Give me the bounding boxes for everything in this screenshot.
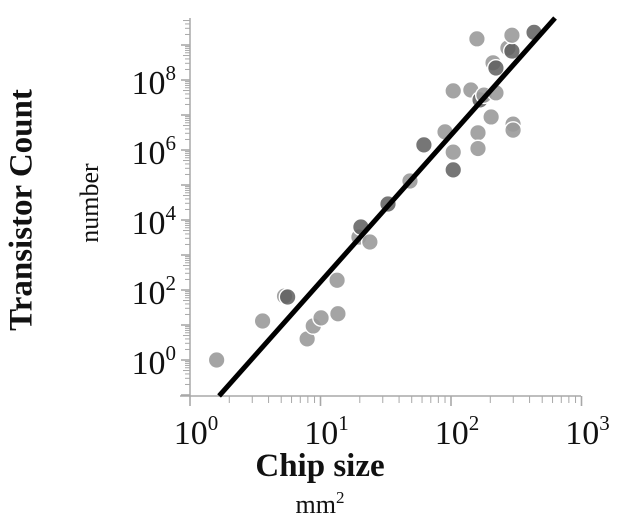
y-tick-label: 108 bbox=[132, 61, 177, 102]
data-point bbox=[328, 304, 347, 323]
data-point bbox=[444, 81, 463, 100]
x-axis-unit: mm2 bbox=[295, 488, 345, 520]
y-tick-labels: 100 102 104 106 108 bbox=[132, 61, 177, 382]
x-axis-unit-base: mm bbox=[295, 490, 336, 519]
x-axis-title: Chip size bbox=[255, 448, 385, 484]
data-point bbox=[467, 29, 486, 48]
y-tick-label: 104 bbox=[132, 201, 177, 242]
y-tick-label: 100 bbox=[132, 341, 177, 382]
y-tick-label: 106 bbox=[132, 131, 177, 172]
data-point bbox=[253, 312, 272, 331]
data-points bbox=[207, 23, 544, 370]
data-point bbox=[504, 121, 523, 140]
data-point bbox=[482, 107, 501, 126]
data-point bbox=[486, 59, 505, 78]
y-tick-label: 102 bbox=[132, 271, 177, 312]
data-point bbox=[312, 308, 331, 327]
data-point bbox=[328, 271, 347, 290]
data-point bbox=[502, 26, 521, 45]
x-axis-minor-ticks bbox=[189, 396, 583, 406]
fit-line bbox=[217, 16, 557, 398]
x-tick-label: 103 bbox=[565, 411, 610, 452]
y-axis-minor-ticks bbox=[181, 20, 190, 396]
data-point bbox=[278, 288, 297, 307]
x-axis-unit-exponent: 2 bbox=[335, 488, 345, 507]
y-axis-unit: number bbox=[75, 163, 104, 243]
x-tick-label: 100 bbox=[174, 411, 219, 452]
data-point bbox=[360, 233, 379, 252]
data-point bbox=[468, 139, 487, 158]
data-point bbox=[468, 123, 487, 142]
data-point bbox=[444, 160, 463, 179]
x-tick-labels: 100 101 102 103 bbox=[174, 411, 610, 452]
x-tick-label: 102 bbox=[435, 411, 480, 452]
data-point bbox=[414, 135, 433, 154]
data-point bbox=[207, 351, 226, 370]
x-tick-label: 101 bbox=[304, 411, 349, 452]
y-axis-title: Transistor Count bbox=[3, 89, 40, 331]
data-point bbox=[444, 143, 463, 162]
